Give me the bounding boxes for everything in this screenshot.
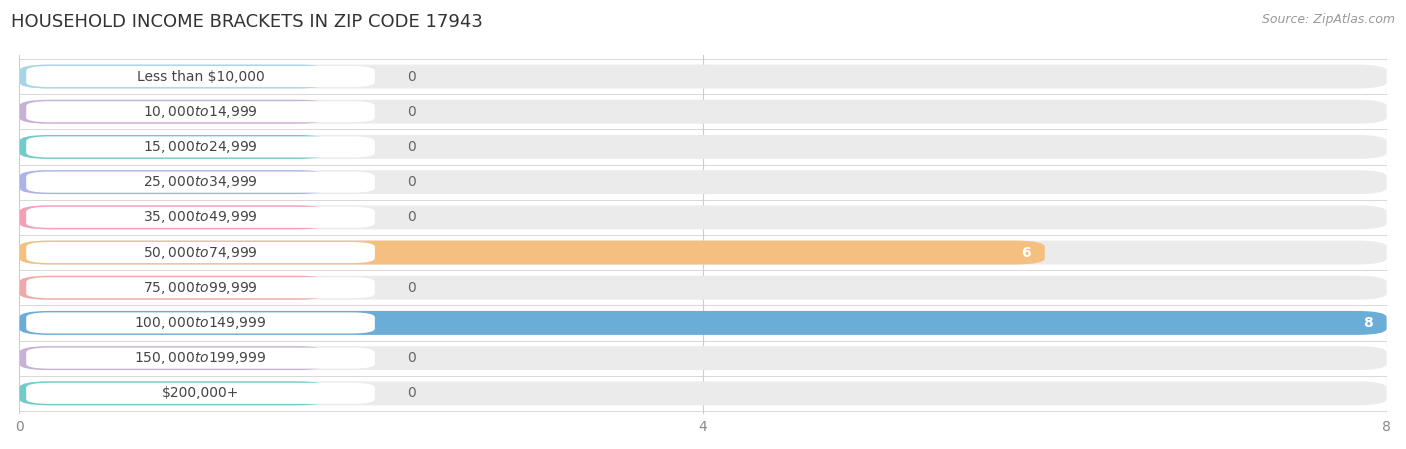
- FancyBboxPatch shape: [20, 241, 1386, 264]
- Text: 8: 8: [1364, 316, 1372, 330]
- FancyBboxPatch shape: [27, 242, 375, 263]
- FancyBboxPatch shape: [20, 311, 1386, 335]
- Text: $25,000 to $34,999: $25,000 to $34,999: [143, 174, 257, 190]
- Text: 0: 0: [408, 105, 416, 119]
- FancyBboxPatch shape: [20, 276, 1386, 299]
- Text: Source: ZipAtlas.com: Source: ZipAtlas.com: [1261, 13, 1395, 26]
- FancyBboxPatch shape: [20, 135, 1386, 159]
- FancyBboxPatch shape: [20, 205, 328, 229]
- FancyBboxPatch shape: [27, 172, 375, 193]
- Text: $200,000+: $200,000+: [162, 386, 239, 401]
- FancyBboxPatch shape: [27, 136, 375, 158]
- FancyBboxPatch shape: [20, 205, 1386, 229]
- FancyBboxPatch shape: [20, 276, 328, 299]
- Text: $35,000 to $49,999: $35,000 to $49,999: [143, 209, 257, 225]
- Text: HOUSEHOLD INCOME BRACKETS IN ZIP CODE 17943: HOUSEHOLD INCOME BRACKETS IN ZIP CODE 17…: [11, 13, 484, 31]
- FancyBboxPatch shape: [20, 100, 328, 123]
- FancyBboxPatch shape: [27, 66, 375, 87]
- Text: $10,000 to $14,999: $10,000 to $14,999: [143, 104, 257, 120]
- Text: 0: 0: [408, 351, 416, 365]
- FancyBboxPatch shape: [20, 241, 1045, 264]
- Text: 0: 0: [408, 281, 416, 295]
- FancyBboxPatch shape: [20, 170, 328, 194]
- Text: 0: 0: [408, 175, 416, 189]
- Text: 0: 0: [408, 70, 416, 84]
- FancyBboxPatch shape: [20, 65, 1386, 88]
- FancyBboxPatch shape: [27, 277, 375, 298]
- FancyBboxPatch shape: [20, 381, 328, 405]
- Text: 0: 0: [408, 140, 416, 154]
- FancyBboxPatch shape: [20, 135, 328, 159]
- Text: 0: 0: [408, 386, 416, 401]
- Text: $100,000 to $149,999: $100,000 to $149,999: [135, 315, 267, 331]
- Text: Less than $10,000: Less than $10,000: [136, 70, 264, 84]
- FancyBboxPatch shape: [20, 381, 1386, 405]
- FancyBboxPatch shape: [20, 170, 1386, 194]
- Text: $15,000 to $24,999: $15,000 to $24,999: [143, 139, 257, 155]
- Text: $75,000 to $99,999: $75,000 to $99,999: [143, 280, 257, 296]
- Text: 6: 6: [1022, 246, 1031, 260]
- Text: 0: 0: [408, 210, 416, 224]
- Text: $50,000 to $74,999: $50,000 to $74,999: [143, 245, 257, 260]
- FancyBboxPatch shape: [27, 348, 375, 369]
- FancyBboxPatch shape: [20, 65, 328, 88]
- FancyBboxPatch shape: [27, 313, 375, 334]
- FancyBboxPatch shape: [20, 311, 1386, 335]
- FancyBboxPatch shape: [27, 383, 375, 404]
- Text: $150,000 to $199,999: $150,000 to $199,999: [135, 350, 267, 366]
- FancyBboxPatch shape: [27, 101, 375, 122]
- FancyBboxPatch shape: [20, 346, 1386, 370]
- FancyBboxPatch shape: [27, 207, 375, 228]
- FancyBboxPatch shape: [20, 346, 328, 370]
- FancyBboxPatch shape: [20, 100, 1386, 123]
